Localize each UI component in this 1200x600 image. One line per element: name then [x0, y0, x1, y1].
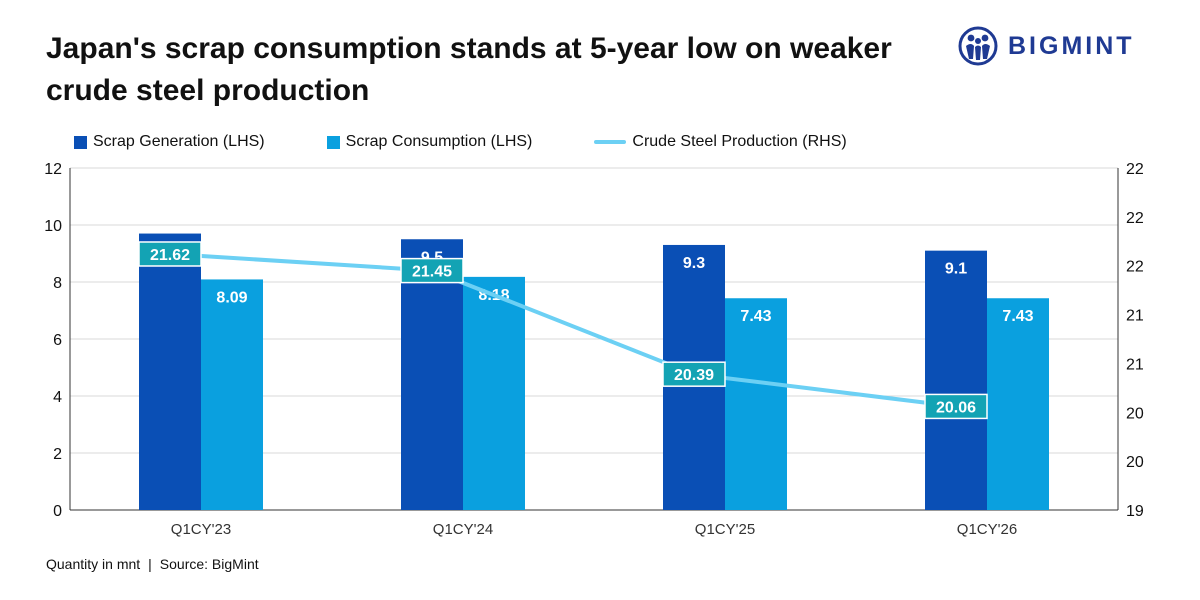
- footer-separator: |: [148, 556, 152, 572]
- x-tick-label: Q1CY'24: [433, 521, 493, 538]
- line-data-label-box: [662, 361, 726, 387]
- legend-item-scrap-consumption: Scrap Consumption (LHS): [326, 133, 533, 151]
- bar-data-label: 9.1: [945, 261, 967, 278]
- line-data-label-box: [400, 257, 464, 284]
- y-left-tick-label: 8: [53, 275, 62, 292]
- chart-title: Japan's scrap consumption stands at 5-ye…: [46, 32, 892, 107]
- y-left-tick-label: 10: [44, 218, 62, 235]
- line-data-label: 20.06: [936, 399, 976, 416]
- bar-scrap-consumption: [725, 298, 787, 510]
- x-tick-label: Q1CY'23: [171, 521, 231, 538]
- legend-swatch-scrap-consumption: [326, 135, 340, 149]
- legend-swatch-scrap-generation: [74, 135, 87, 149]
- y-right-tick-label: 21: [1126, 308, 1144, 325]
- legend-item-scrap-generation: Scrap Generation (LHS): [74, 133, 265, 151]
- legend-swatch-crude-steel-production: [594, 140, 627, 144]
- unit-note: Quantity in mnt: [46, 556, 141, 572]
- bar-scrap-consumption: [987, 298, 1049, 510]
- chart-footer: Quantity in mnt | Source: BigMint: [46, 556, 259, 572]
- people-emblem-icon: [958, 26, 998, 66]
- bar-data-label: 7.43: [1002, 308, 1033, 325]
- line-data-label: 21.62: [150, 247, 190, 264]
- legend-label: Scrap Generation (LHS): [93, 133, 265, 150]
- y-left-tick-label: 0: [53, 503, 62, 520]
- bar-data-label: 8.09: [216, 289, 247, 306]
- y-left-tick-label: 6: [53, 332, 62, 349]
- line-data-label-box: [138, 241, 202, 267]
- line-data-label: 21.45: [412, 264, 452, 281]
- y-right-tick-label: 22: [1126, 161, 1144, 178]
- legend-label: Crude Steel Production (RHS): [632, 133, 847, 150]
- x-tick-label: Q1CY'26: [957, 521, 1017, 538]
- y-right-tick-label: 20: [1126, 454, 1144, 471]
- bar-data-label: 7.43: [740, 308, 771, 325]
- bar-scrap-generation: [139, 233, 201, 511]
- bar-data-label: 9.3: [683, 255, 705, 272]
- brand-name: BIGMINT: [1008, 31, 1135, 60]
- y-right-tick-label: 21: [1126, 356, 1144, 373]
- y-right-tick-label: 22: [1126, 210, 1144, 227]
- brand-logo: BIGMINT: [958, 26, 1135, 66]
- y-right-tick-label: 19: [1126, 503, 1144, 520]
- bar-scrap-consumption: [201, 279, 263, 510]
- y-right-tick-label: 20: [1126, 405, 1144, 422]
- legend-label: Scrap Consumption (LHS): [345, 133, 533, 150]
- y-right-tick-label: 22: [1126, 259, 1144, 276]
- line-crude-steel-production: [168, 251, 958, 409]
- bar-scrap-consumption: [463, 276, 525, 510]
- bar-scrap-generation: [925, 250, 987, 510]
- source-note: Source: BigMint: [159, 556, 259, 572]
- y-left-tick-label: 2: [53, 446, 62, 463]
- line-data-label: 20.39: [674, 367, 714, 384]
- bar-scrap-generation: [401, 239, 463, 510]
- legend-item-crude-steel-production: Crude Steel Production (RHS): [594, 133, 847, 151]
- y-left-tick-label: 4: [53, 389, 62, 406]
- line-data-label-box: [924, 393, 988, 420]
- y-left-tick-label: 12: [44, 161, 62, 178]
- chart-legend: Scrap Generation (LHS) Scrap Consumption…: [74, 130, 847, 154]
- x-tick-label: Q1CY'25: [695, 521, 755, 538]
